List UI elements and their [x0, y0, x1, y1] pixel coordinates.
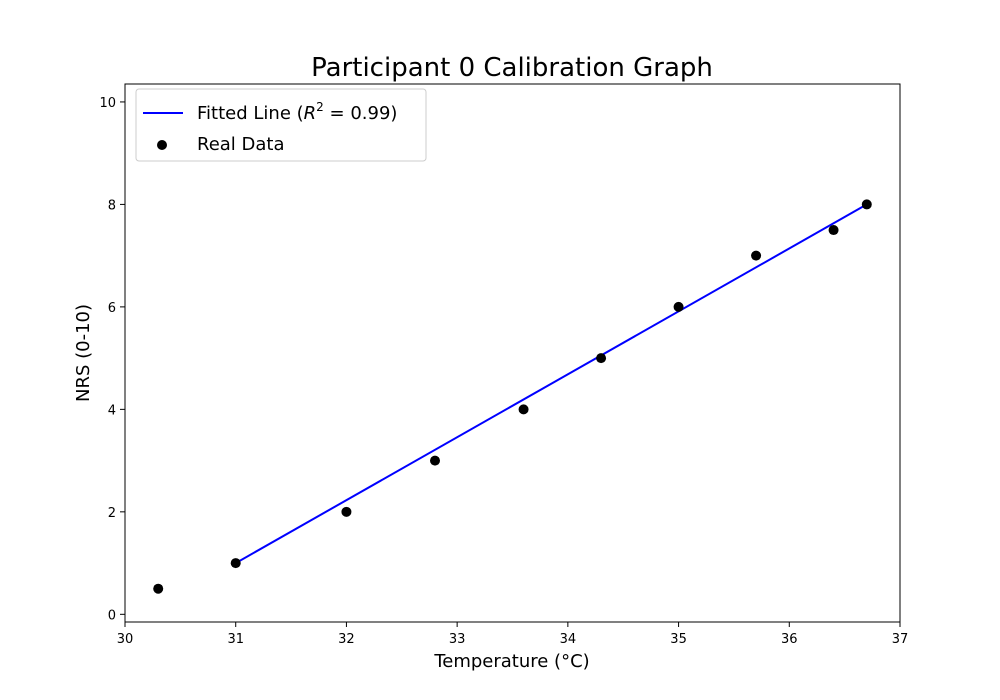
fitted-line-series — [235, 203, 868, 564]
legend-box — [135, 88, 427, 162]
x-axis-ticks: 30 31 32 33 34 35 36 37 — [117, 622, 909, 647]
x-tick-label: 30 — [117, 632, 134, 647]
plot-area-frame — [124, 83, 901, 623]
legend: Fitted Line (R2 = 0.99) Real Data — [135, 88, 427, 162]
x-tick-label: 32 — [338, 632, 355, 647]
x-tick-label: 33 — [449, 632, 466, 647]
legend-fitted-suffix: = 0.99) — [324, 103, 398, 124]
y-axis-ticks: 0 2 4 6 8 10 — [99, 96, 125, 623]
legend-fitted-sup: 2 — [316, 100, 324, 114]
data-point — [153, 583, 164, 594]
x-tick-label: 36 — [781, 632, 798, 647]
legend-fitted-math: R — [304, 103, 317, 124]
chart-title: Participant 0 Calibration Graph — [311, 53, 713, 83]
data-point — [596, 353, 607, 364]
y-tick-label: 8 — [108, 198, 116, 213]
legend-point-swatch — [157, 140, 167, 150]
y-axis-label: NRS (0-10) — [73, 304, 94, 402]
y-tick-label: 2 — [108, 506, 116, 521]
legend-entry-real-data: Real Data — [197, 134, 285, 155]
fitted-line — [235, 203, 868, 564]
legend-entry-fitted-line: Fitted Line (R2 = 0.99) — [197, 100, 397, 124]
y-tick-label: 10 — [99, 96, 116, 111]
data-point — [861, 199, 872, 210]
data-point — [751, 250, 762, 261]
data-point — [230, 558, 241, 569]
x-tick-label: 35 — [670, 632, 687, 647]
data-point — [341, 506, 352, 517]
y-tick-label: 0 — [108, 608, 116, 623]
data-point — [518, 404, 529, 415]
y-tick-label: 4 — [108, 403, 116, 418]
data-point — [673, 301, 684, 312]
real-data-series — [153, 199, 872, 594]
data-point — [828, 225, 839, 236]
x-tick-label: 37 — [892, 632, 909, 647]
x-tick-label: 34 — [560, 632, 577, 647]
data-point — [430, 455, 440, 466]
x-tick-label: 31 — [227, 632, 244, 647]
x-axis-label: Temperature (°C) — [433, 651, 589, 672]
y-tick-label: 6 — [108, 301, 116, 316]
legend-fitted-prefix: Fitted Line ( — [197, 103, 304, 124]
